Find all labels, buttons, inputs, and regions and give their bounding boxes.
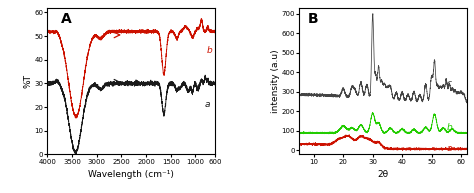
Text: a: a (447, 145, 452, 153)
X-axis label: 2θ: 2θ (377, 170, 389, 179)
Text: B: B (308, 12, 318, 26)
Text: A: A (61, 12, 72, 26)
Y-axis label: %T: %T (24, 74, 33, 88)
Text: b: b (447, 123, 452, 132)
X-axis label: Wavelength (cm⁻¹): Wavelength (cm⁻¹) (88, 170, 174, 179)
Y-axis label: intensity (a.u): intensity (a.u) (271, 49, 280, 113)
Text: b: b (206, 46, 212, 55)
Text: c: c (447, 79, 451, 88)
Text: a: a (205, 100, 210, 109)
